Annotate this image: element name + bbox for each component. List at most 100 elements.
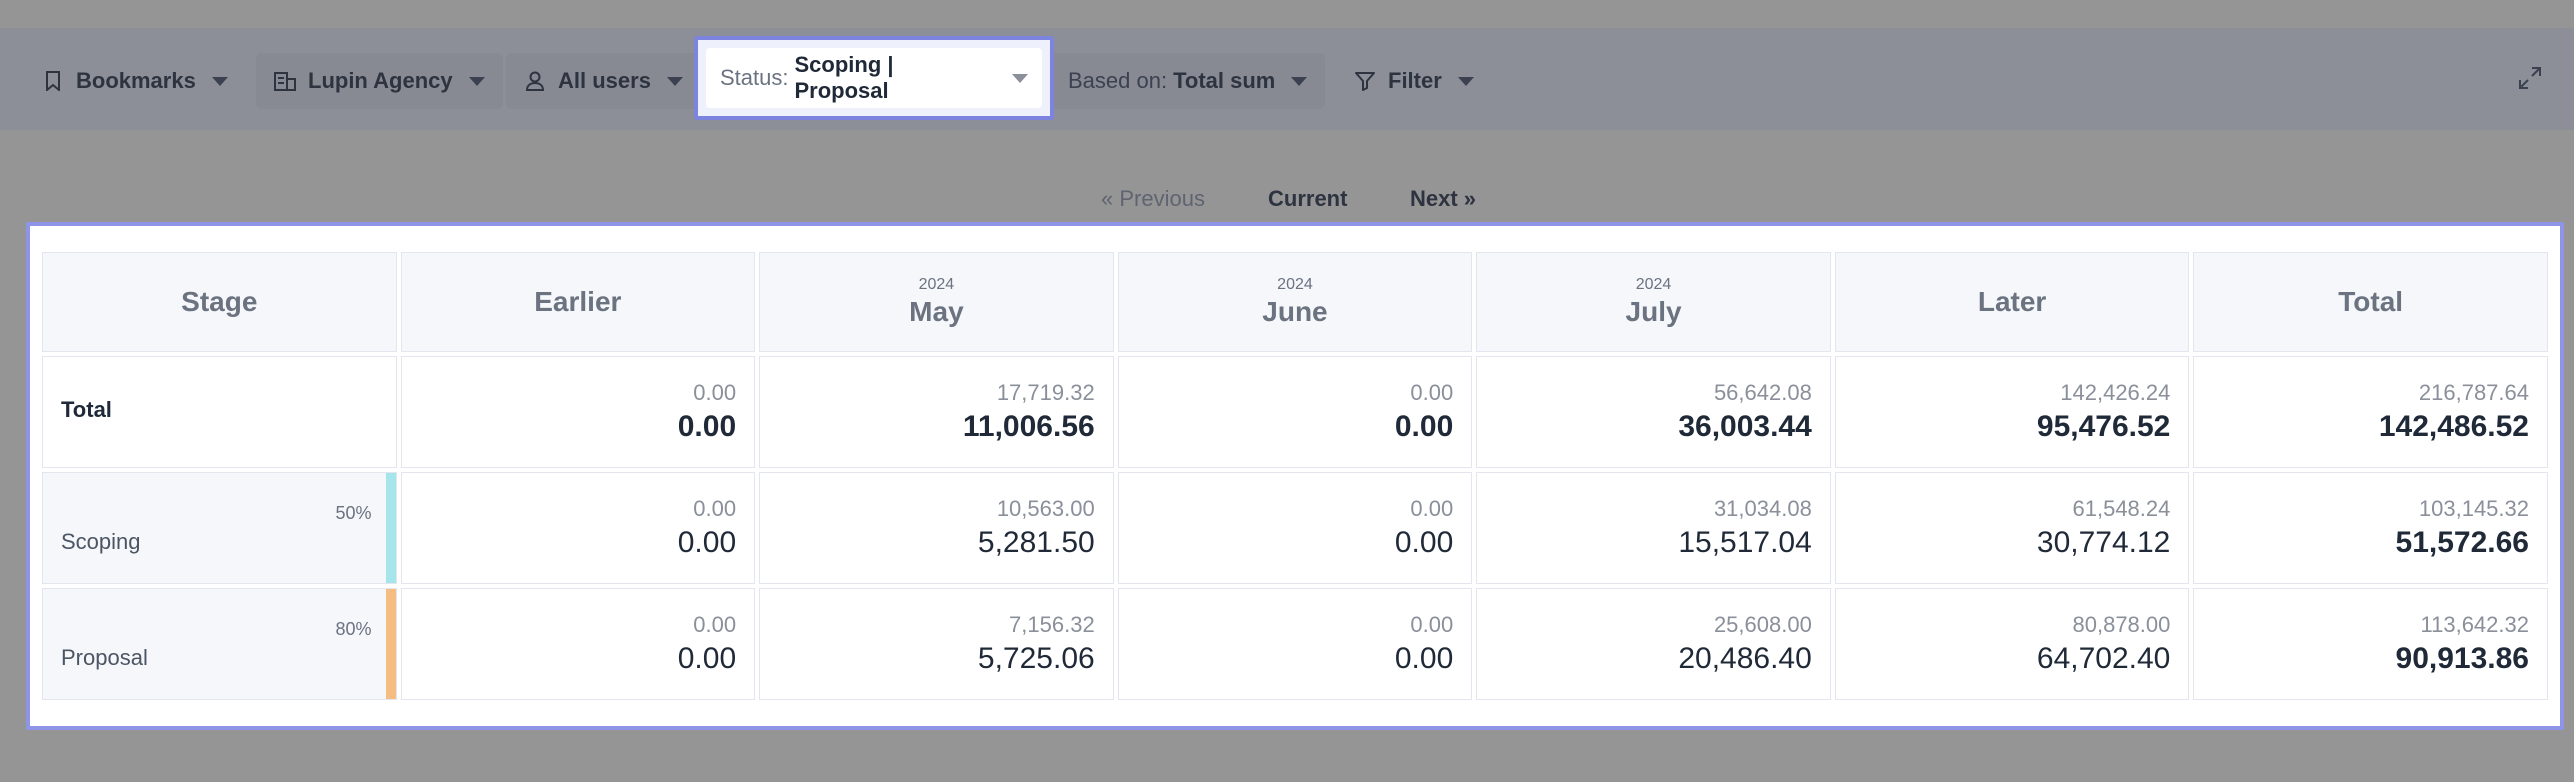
value-cell: 0.00 0.00: [400, 472, 756, 584]
users-selector[interactable]: All users: [506, 53, 701, 109]
gross-value: 17,719.32: [996, 380, 1095, 405]
chevron-down-icon: [666, 76, 683, 86]
value-cell: 0.00 0.00: [1117, 356, 1473, 468]
header-year: 2024: [1635, 276, 1672, 293]
header-row: Stage Earlier 2024 May 2024 June 2024 July …: [42, 252, 2548, 352]
filter-label: Filter: [1388, 68, 1442, 93]
value-cell: 142,426.24 95,476.52: [1834, 356, 2190, 468]
based-on-value: Total sum: [1173, 68, 1276, 93]
value-cell: 0.00 0.00: [400, 356, 756, 468]
gross-value: 0.00: [1410, 380, 1454, 405]
header-may: 2024 May: [759, 252, 1114, 352]
stage-probability: 80%: [335, 619, 372, 639]
value-cell: 25,608.00 20,486.40: [1476, 588, 1831, 700]
stage-probability: 50%: [335, 503, 372, 523]
weighted-value: 5,281.50: [977, 526, 1095, 559]
gross-value: 61,548.24: [2072, 496, 2171, 521]
bookmarks-label: Bookmarks: [76, 68, 196, 93]
current-link[interactable]: Current: [1268, 186, 1348, 211]
based-on-selector[interactable]: Based on: Total sum: [1050, 53, 1326, 109]
forecast-panel: Stage Earlier 2024 May 2024 June 2024 July …: [26, 222, 2564, 730]
gross-value: 0.00: [1410, 612, 1454, 637]
status-selector-inner: Status: Scoping | Proposal: [706, 48, 1042, 108]
header-month: May: [909, 296, 964, 327]
weighted-value: 90,913.86: [2395, 642, 2529, 675]
weighted-value: 51,572.66: [2395, 526, 2529, 559]
chevron-down-icon: [468, 76, 485, 86]
bookmark-icon: [42, 70, 64, 92]
value-cell: 56,642.08 36,003.44: [1476, 356, 1831, 468]
header-stage: Stage: [42, 252, 397, 352]
gross-value: 142,426.24: [2060, 380, 2171, 405]
gross-value: 80,878.00: [2072, 612, 2171, 637]
header-later: Later: [1834, 252, 2190, 352]
table-row: Scoping 50% 0.00 0.00 10,563.00 5,281.50 0.00 0…: [42, 472, 2548, 584]
expand-icon[interactable]: [2518, 66, 2542, 90]
gross-value: 0.00: [1410, 496, 1454, 521]
chevron-down-icon: [1291, 76, 1308, 86]
table-row: Total 0.00 0.00 17,719.32 11,006.56 0.00 0.00 5…: [42, 356, 2548, 468]
value-cell: 0.00 0.00: [400, 588, 756, 700]
header-month: July: [1625, 296, 1682, 327]
weighted-value: 36,003.44: [1678, 410, 1812, 443]
filter-button[interactable]: Filter: [1336, 53, 1492, 109]
gross-value: 113,642.32: [2420, 612, 2529, 637]
stage-label: Total: [61, 397, 112, 422]
agency-selector[interactable]: Lupin Agency: [256, 53, 503, 109]
header-total: Total: [2193, 252, 2548, 352]
stage-color-bar: [385, 589, 396, 699]
header-month: June: [1262, 296, 1328, 327]
stage-label: Scoping: [61, 529, 141, 554]
gross-value: 0.00: [693, 496, 737, 521]
previous-link[interactable]: « Previous: [1101, 186, 1205, 211]
weighted-value: 0.00: [677, 642, 737, 675]
value-cell: 17,719.32 11,006.56: [759, 356, 1114, 468]
building-icon: [274, 70, 296, 92]
stage-label: Proposal: [61, 645, 148, 670]
value-cell: 61,548.24 30,774.12: [1834, 472, 2190, 584]
based-on-label: Based on:: [1068, 68, 1168, 93]
gross-value: 25,608.00: [1713, 612, 1812, 637]
gross-value: 31,034.08: [1713, 496, 1812, 521]
value-cell: 216,787.64 142,486.52: [2193, 356, 2548, 468]
forecast-table: Stage Earlier 2024 May 2024 June 2024 July …: [38, 248, 2552, 704]
gross-value: 10,563.00: [996, 496, 1095, 521]
value-cell: 80,878.00 64,702.40: [1834, 588, 2190, 700]
weighted-value: 64,702.40: [2036, 642, 2171, 675]
gross-value: 0.00: [693, 612, 737, 637]
next-link[interactable]: Next »: [1410, 186, 1477, 211]
header-june: 2024 June: [1117, 252, 1473, 352]
weighted-value: 30,774.12: [2036, 526, 2171, 559]
weighted-value: 0.00: [1394, 526, 1454, 559]
status-label: Status:: [720, 65, 789, 90]
pager: « Previous Current Next »: [0, 186, 2574, 216]
weighted-value: 0.00: [1394, 410, 1454, 443]
bookmarks-button[interactable]: Bookmarks: [24, 53, 246, 109]
status-selector[interactable]: Status: Scoping | Proposal: [694, 36, 1054, 120]
header-year: 2024: [1277, 276, 1313, 293]
gross-value: 0.00: [693, 380, 737, 405]
agency-label: Lupin Agency: [308, 68, 453, 93]
weighted-value: 11,006.56: [962, 410, 1095, 443]
weighted-value: 20,486.40: [1678, 642, 1812, 675]
stage-cell: Scoping 50%: [42, 472, 397, 584]
weighted-value: 0.00: [677, 410, 737, 443]
gross-value: 103,145.32: [2418, 496, 2529, 521]
weighted-value: 95,476.52: [2036, 410, 2171, 443]
stage-color-bar: [385, 473, 396, 583]
value-cell: 0.00 0.00: [1117, 588, 1473, 700]
value-cell: 113,642.32 90,913.86: [2193, 588, 2548, 700]
value-cell: 31,034.08 15,517.04: [1476, 472, 1831, 584]
user-icon: [524, 70, 546, 92]
status-value: Scoping | Proposal: [794, 52, 894, 103]
chevron-down-icon: [1012, 73, 1028, 83]
weighted-value: 0.00: [677, 526, 737, 559]
value-cell: 10,563.00 5,281.50: [759, 472, 1114, 584]
filter-icon: [1354, 70, 1376, 92]
toolbar: Bookmarks Lupin Agency All users Based o…: [0, 28, 2574, 130]
value-cell: 7,156.32 5,725.06: [759, 588, 1114, 700]
gross-value: 216,787.64: [2418, 380, 2529, 405]
gross-value: 7,156.32: [1009, 612, 1095, 637]
gross-value: 56,642.08: [1713, 380, 1812, 405]
header-year: 2024: [918, 276, 955, 293]
